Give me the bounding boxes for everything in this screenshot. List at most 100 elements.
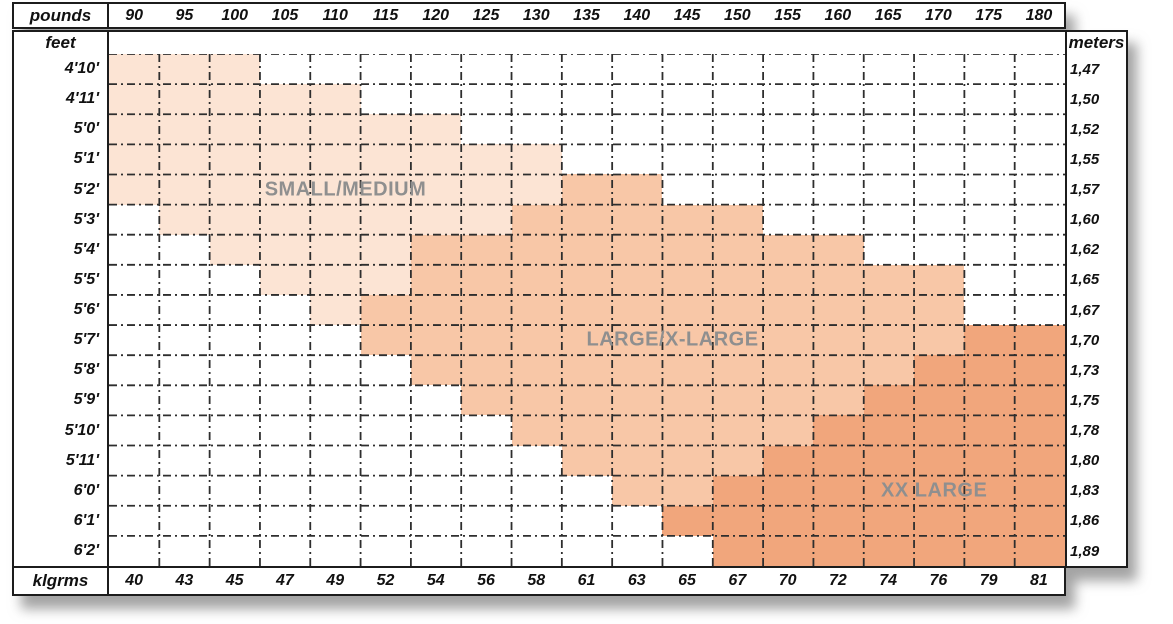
klgrms-value: 40 [125, 572, 144, 589]
grid-cell [612, 144, 663, 175]
grid-cell [109, 264, 160, 295]
grid-cell [863, 204, 915, 235]
feet-value: 6'0' [73, 481, 99, 499]
grid-cell [1014, 475, 1065, 506]
feet-value: 5'4' [73, 240, 99, 258]
grid-cell [914, 114, 965, 145]
grid-cell [763, 385, 814, 416]
grid-cell [461, 294, 512, 326]
grid-cell [662, 54, 713, 85]
pounds-value: 165 [874, 6, 902, 24]
grid-cell [863, 385, 915, 416]
grid-cell [360, 114, 411, 145]
grid-cell [259, 415, 311, 446]
size-chart: pounds 90 95 100 105 110 115 120 125 130 135 140 14… [12, 2, 1128, 596]
grid-cell [863, 294, 915, 326]
grid-cell [964, 174, 1015, 205]
grid-cell [1014, 84, 1065, 115]
grid-cell [159, 114, 210, 145]
grid-cell [461, 535, 512, 566]
grid-cell [813, 234, 864, 265]
grid-cell [964, 144, 1015, 175]
grid-cell [612, 535, 663, 566]
grid-cell [109, 84, 160, 115]
grid-cell [914, 144, 965, 175]
meters-value: 1,75 [1070, 391, 1100, 409]
grid-cell [410, 385, 462, 416]
pounds-value: 155 [774, 6, 801, 24]
grid-cell [914, 54, 965, 85]
grid-cell [662, 84, 713, 115]
grid-cell [1014, 114, 1065, 145]
grid-cell [209, 264, 260, 295]
grid-cell [310, 144, 361, 175]
grid-cell [863, 355, 915, 386]
grid-cell [410, 475, 462, 506]
klgrms-value: 81 [1030, 572, 1048, 589]
grid-cell [863, 84, 915, 115]
grid-cell [763, 114, 814, 145]
grid-cell [1014, 264, 1065, 295]
grid-cell [964, 204, 1015, 235]
grid-cell [461, 415, 512, 446]
pounds-value: 150 [723, 6, 751, 24]
grid-cell [511, 385, 562, 416]
grid-cell [410, 84, 462, 115]
feet-value: 5'0' [73, 120, 99, 138]
grid-cell [360, 174, 411, 205]
pounds-unit-label: pounds [14, 4, 109, 27]
grid-cell [763, 505, 814, 536]
grid-cell [259, 505, 311, 536]
grid-cell [964, 415, 1015, 446]
grid-cell [561, 535, 613, 566]
grid-cell [813, 174, 864, 205]
grid-cell [763, 325, 814, 356]
grid-cell [109, 54, 160, 85]
klgrms-value: 79 [979, 572, 998, 589]
region-label-xx-large: XX LARGE [881, 479, 988, 502]
grid-cell [1014, 385, 1065, 416]
pounds-value: 125 [472, 6, 500, 24]
grid-cell [1014, 234, 1065, 265]
grid-cell [763, 445, 814, 476]
grid-cell [511, 475, 562, 506]
grid-cell [763, 415, 814, 446]
region-label-large-x-large: LARGE/X-LARGE [586, 328, 759, 351]
grid-cell [561, 264, 613, 295]
feet-value: 5'2' [73, 180, 99, 198]
klgrms-value: 58 [527, 572, 546, 589]
grid-cell [863, 174, 915, 205]
grid-cell [511, 84, 562, 115]
grid-cell [712, 84, 764, 115]
grid-cell [914, 385, 965, 416]
grid-cell [410, 505, 462, 536]
grid-cell [259, 475, 311, 506]
grid-cell [360, 144, 411, 175]
meters-value: 1,57 [1070, 181, 1100, 199]
pounds-value: 95 [175, 6, 194, 24]
grid-cell [109, 385, 160, 416]
grid-cell [914, 535, 965, 566]
grid-cell [209, 445, 260, 476]
grid-cell [712, 114, 764, 145]
grid-cell [109, 445, 160, 476]
meters-value: 1,73 [1070, 361, 1100, 379]
grid-cell [1014, 415, 1065, 446]
feet-labels: 4'10' 4'11' 5'0' 5'1' 5'2' 5'3' 5'4' 5'5' 5'6' 5'… [14, 54, 107, 566]
grid-cell [461, 475, 512, 506]
grid-cell [511, 535, 562, 566]
meters-value: 1,60 [1070, 211, 1100, 229]
grid-cell [209, 204, 260, 235]
grid-cell [511, 355, 562, 386]
feet-value: 5'9' [73, 391, 99, 409]
grid-cell [461, 355, 512, 386]
grid-cell [461, 204, 512, 235]
grid-cell [662, 415, 713, 446]
grid-cell [109, 415, 160, 446]
grid-cell [914, 325, 965, 356]
grid-cell [863, 234, 915, 265]
pounds-value: 160 [824, 6, 852, 24]
pounds-values-strip: 90 95 100 105 110 115 120 125 130 135 140 145 150 155… [109, 4, 1064, 27]
grid-cell [662, 174, 713, 205]
grid-cell [109, 475, 160, 506]
